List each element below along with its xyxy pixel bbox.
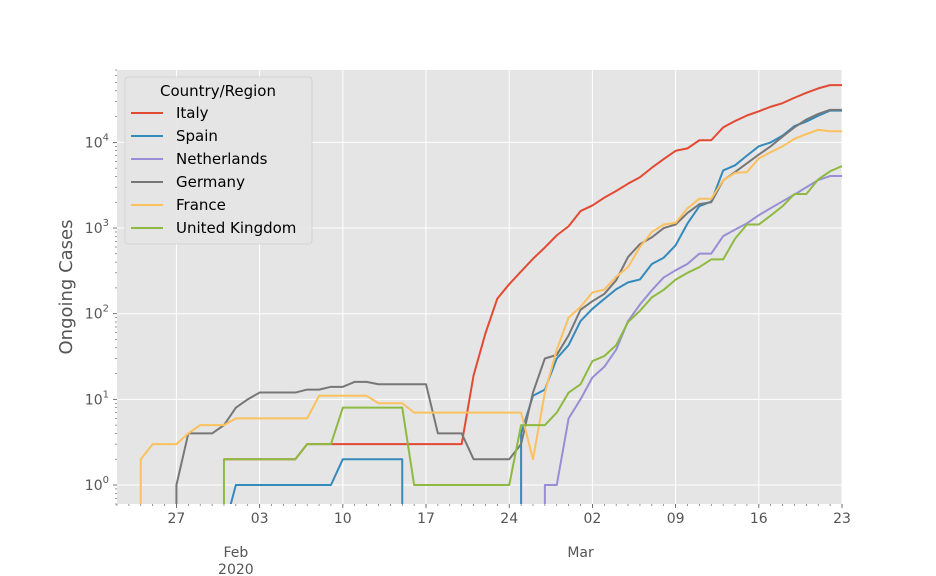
legend-entry-label: Netherlands bbox=[176, 150, 268, 168]
x-tick-label: 02 bbox=[583, 511, 601, 527]
series-line-spain bbox=[229, 109, 842, 504]
series-line-united-kingdom bbox=[222, 165, 842, 504]
y-axis-label: Ongoing Cases bbox=[56, 220, 77, 355]
x-tick-label: 23 bbox=[833, 511, 851, 527]
x-tick-label: 09 bbox=[667, 511, 685, 527]
y-axis: 100 101 102 103 104 bbox=[85, 69, 117, 505]
y-tick-label: 102 bbox=[85, 304, 109, 323]
x-tick-label: 17 bbox=[417, 511, 435, 527]
y-tick-label: 104 bbox=[85, 132, 109, 151]
series-line-france bbox=[139, 128, 842, 504]
grid-lines bbox=[117, 70, 843, 504]
x-tick-label: 27 bbox=[168, 511, 186, 527]
x-tick-label: 16 bbox=[750, 511, 768, 527]
x-month-label: Feb bbox=[223, 545, 248, 561]
legend-entry-label: Italy bbox=[176, 104, 209, 122]
x-tick-label: 03 bbox=[251, 511, 269, 527]
legend-entry-label: Germany bbox=[176, 173, 245, 191]
series-lines bbox=[139, 84, 842, 504]
series-line-italy bbox=[223, 84, 842, 461]
legend-entry-label: Spain bbox=[176, 127, 218, 145]
x-year-label: 2020 bbox=[218, 562, 254, 576]
legend-entry-label: France bbox=[176, 196, 226, 214]
x-tick-label: 24 bbox=[500, 511, 518, 527]
y-tick-label: 103 bbox=[85, 218, 109, 237]
x-tick-label: 10 bbox=[334, 511, 352, 527]
legend: Country/Region Italy Spain Netherlands Germ… bbox=[124, 76, 313, 245]
y-tick-label: 101 bbox=[85, 389, 109, 408]
series-line-germany bbox=[175, 108, 842, 504]
legend-box bbox=[124, 76, 313, 245]
legend-entry-label: United Kingdom bbox=[176, 219, 296, 237]
y-tick-label: 100 bbox=[85, 475, 109, 494]
legend-title: Country/Region bbox=[160, 82, 276, 100]
x-month-label: Mar bbox=[567, 545, 594, 561]
